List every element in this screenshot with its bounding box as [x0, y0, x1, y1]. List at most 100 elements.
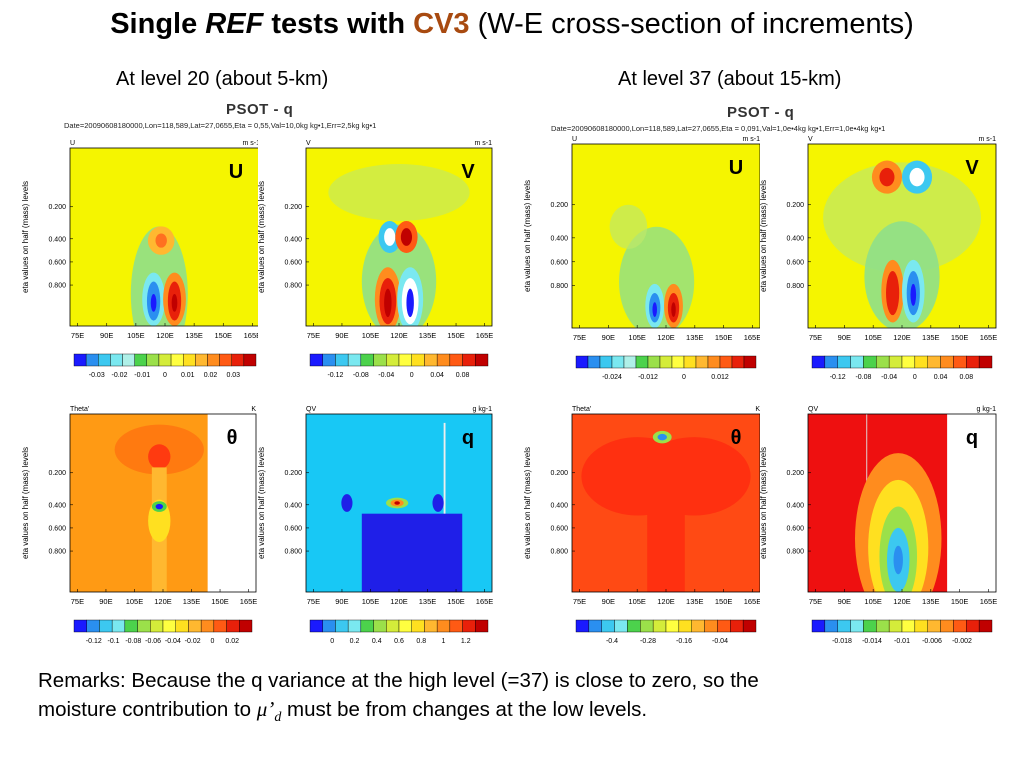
- contour-features: [130, 226, 188, 326]
- colorbar-swatch: [99, 619, 113, 633]
- panel-q-level20: eta values on half (mass) levels QV g kg-1…: [257, 406, 493, 645]
- contour-blob: [384, 288, 392, 318]
- x-tick-label: 165E: [240, 597, 258, 606]
- y-axis-label: eta values on half (mass) levels: [759, 180, 768, 292]
- title-part-1: Single: [110, 8, 206, 40]
- y-tick-label: 0.800: [48, 549, 66, 556]
- colorbar-swatch: [966, 355, 980, 369]
- y-tick-label: 0.400: [550, 502, 568, 509]
- variable-label: QV: [808, 406, 818, 413]
- y-tick-label: 0.600: [550, 259, 568, 266]
- colorbar-label: 1: [442, 638, 446, 645]
- colorbar-swatch: [150, 619, 164, 633]
- x-tick-label: 90E: [838, 333, 851, 342]
- mu-subscript: d: [274, 710, 282, 726]
- colorbar-swatch: [398, 619, 412, 633]
- colorbar-swatch: [347, 353, 362, 367]
- variable-label: V: [808, 136, 813, 143]
- x-tick-label: 150E: [715, 333, 733, 342]
- colorbar-swatch: [627, 619, 641, 633]
- colorbar-label: 0.6: [394, 638, 404, 645]
- colorbar-swatch: [863, 619, 877, 633]
- panel-label: U: [229, 161, 243, 183]
- contour-blob: [400, 228, 413, 246]
- contour-blob: [148, 444, 171, 470]
- x-tick-label: 90E: [602, 333, 615, 342]
- colorbar-swatch: [188, 619, 202, 633]
- units-label: g kg-1: [977, 406, 997, 413]
- units-label: m s-1: [743, 136, 761, 143]
- colorbar-swatch: [360, 353, 374, 367]
- colorbar-label: 0.08: [456, 372, 470, 379]
- colorbar-swatch: [914, 355, 928, 369]
- title-part-3: (W-E cross-section of increments): [469, 8, 914, 40]
- y-axis-label: eta values on half (mass) levels: [21, 447, 30, 559]
- y-tick-label: 0.600: [48, 525, 66, 532]
- colorbar-swatch: [200, 619, 215, 633]
- x-tick-label: 105E: [362, 597, 380, 606]
- x-tick-label: 135E: [185, 331, 203, 340]
- panel-label: q: [462, 427, 474, 449]
- x-tick-label: 90E: [335, 597, 348, 606]
- x-tick-label: 165E: [244, 331, 258, 340]
- contour-blob: [155, 233, 167, 248]
- colorbar-label: 0.012: [711, 374, 729, 381]
- colorbar-swatch: [424, 619, 438, 633]
- colorbar-swatch: [914, 619, 928, 633]
- x-tick-label: 150E: [215, 331, 233, 340]
- colorbar-swatch: [691, 619, 705, 633]
- colorbar-swatch: [411, 353, 425, 367]
- x-tick-label: 165E: [744, 333, 760, 342]
- colorbar-swatch: [623, 355, 637, 369]
- colorbar-swatch: [309, 353, 323, 367]
- colorbar-label: -0.12: [327, 372, 343, 379]
- contour-blob: [886, 270, 900, 316]
- colorbar-label: 0: [682, 374, 686, 381]
- panel-label: θ: [731, 427, 742, 449]
- x-tick-label: 120E: [657, 597, 675, 606]
- y-axis-label: eta values on half (mass) levels: [523, 447, 532, 559]
- colorbar-label: -0.002: [952, 638, 972, 645]
- colorbar-label: 0.04: [430, 372, 444, 379]
- x-tick-label: 135E: [922, 597, 940, 606]
- colorbar-label: -0.01: [134, 372, 150, 379]
- x-tick-label: 135E: [686, 333, 704, 342]
- colorbar-swatch: [671, 355, 685, 369]
- colorbar-label: 0.01: [181, 372, 195, 379]
- y-axis-label: eta values on half (mass) levels: [21, 181, 30, 293]
- colorbar-swatch: [575, 619, 590, 633]
- colorbar-swatch: [322, 353, 336, 367]
- colorbar-swatch: [730, 619, 744, 633]
- colorbar-swatch: [360, 619, 374, 633]
- y-tick-label: 0.400: [48, 236, 66, 243]
- x-tick-label: 75E: [71, 597, 84, 606]
- x-tick-label: 105E: [127, 331, 145, 340]
- colorbar-label: -0.08: [855, 374, 871, 381]
- y-tick-label: 0.600: [284, 525, 302, 532]
- colorbar-label: -0.04: [165, 638, 181, 645]
- contour-features: [609, 204, 695, 328]
- units-label: m s-1: [979, 136, 997, 143]
- colorbar-swatch: [742, 619, 757, 633]
- x-tick-label: 150E: [211, 597, 229, 606]
- x-tick-label: 105E: [864, 597, 882, 606]
- remarks-line-1: Remarks: Because the q variance at the h…: [38, 669, 759, 692]
- colorbar-swatch: [231, 353, 245, 367]
- colorbar-label: -0.012: [638, 374, 658, 381]
- units-label: K: [755, 406, 760, 413]
- x-tick-label: 90E: [838, 597, 851, 606]
- x-tick-label: 75E: [809, 333, 822, 342]
- contour-blob: [652, 302, 657, 317]
- colorbar-swatch: [652, 619, 667, 633]
- colorbar-swatch: [978, 355, 993, 369]
- contour-blob: [155, 503, 163, 510]
- colorbar-swatch: [850, 355, 864, 369]
- right-figure-info: Date=20090608180000,Lon=118,589,Lat=27,0…: [551, 124, 886, 133]
- colorbar-swatch: [98, 353, 111, 367]
- y-tick-label: 0.200: [550, 202, 568, 209]
- x-tick-label: 105E: [628, 597, 646, 606]
- colorbar-swatch: [158, 353, 172, 367]
- y-tick-label: 0.200: [48, 470, 66, 477]
- contour-features: [114, 414, 256, 592]
- colorbar-swatch: [85, 353, 99, 367]
